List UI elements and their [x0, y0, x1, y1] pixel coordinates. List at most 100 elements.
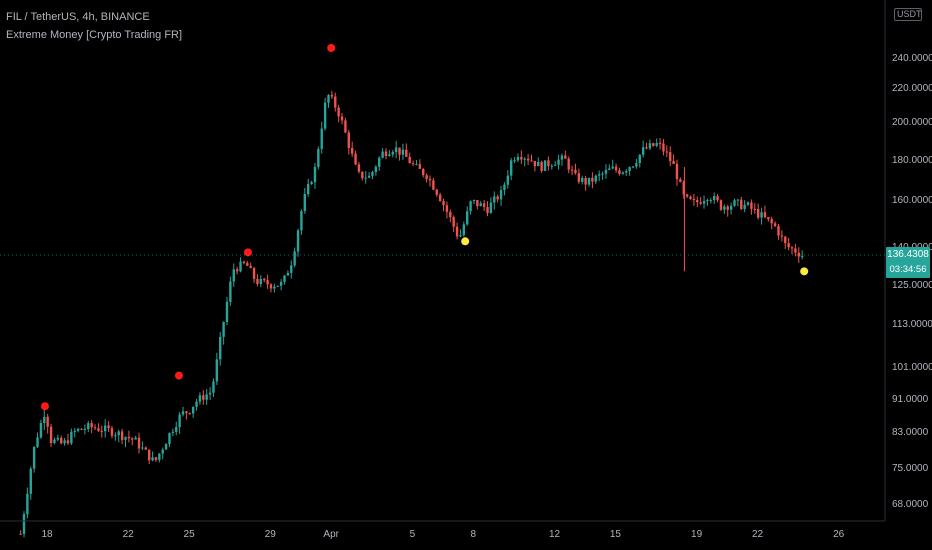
candle-up: [232, 269, 235, 282]
candle-up: [134, 437, 137, 440]
candle-down: [777, 226, 780, 236]
candle-down: [354, 153, 357, 165]
currency-badge[interactable]: USDT: [894, 8, 922, 21]
candle-up: [168, 433, 171, 445]
candle-up: [587, 177, 591, 185]
candle-up: [164, 444, 168, 450]
candle-down: [432, 180, 435, 190]
indicator-title[interactable]: Extreme Money [Crypto Trading FR]: [6, 29, 183, 41]
candle-up: [466, 211, 469, 225]
candle-down: [361, 171, 364, 179]
candle-up: [472, 199, 476, 202]
candle-down: [564, 155, 567, 159]
time-axis-label: 19: [691, 529, 703, 540]
candle-up: [215, 359, 219, 382]
sell-signal-dot: [327, 44, 336, 52]
candle-up: [800, 255, 804, 257]
candle-down: [49, 426, 53, 443]
candle-down: [790, 247, 794, 249]
candle-up: [198, 395, 202, 402]
candle-up: [736, 199, 740, 201]
candle-down: [645, 147, 648, 149]
candle-down: [685, 194, 689, 197]
candle-up: [313, 166, 317, 183]
price-axis-label: 160.0000: [892, 195, 932, 206]
candle-down: [442, 201, 445, 206]
candle-up: [103, 425, 107, 432]
candle-up: [273, 286, 276, 289]
price-axis[interactable]: 240.0000 220.0000 200.0000 180.0000 160.0000…: [892, 53, 932, 510]
candle-down: [445, 205, 449, 212]
candle-up: [499, 190, 503, 200]
candle-up: [306, 183, 310, 195]
candle-up: [195, 401, 198, 407]
candle-up: [286, 272, 290, 276]
candle-up: [63, 440, 66, 444]
sell-signal-dot: [40, 402, 49, 411]
candle-down: [767, 217, 770, 220]
candle-up: [219, 336, 222, 360]
candle-down: [127, 437, 131, 439]
candle-down: [435, 189, 438, 195]
candle-up: [158, 453, 161, 460]
candle-down: [773, 223, 777, 227]
candle-up: [26, 493, 29, 515]
candle-up: [364, 177, 367, 179]
candle-up: [175, 427, 178, 432]
last-price-tag: 136.4308 03:34:56: [886, 247, 930, 278]
candle-up: [459, 235, 462, 237]
candle-up: [611, 166, 614, 169]
candle-up: [56, 437, 60, 440]
candle-up: [124, 437, 127, 440]
candle-down: [256, 278, 259, 284]
candle-up: [729, 205, 733, 210]
candle-up: [594, 175, 597, 182]
candle-down: [662, 143, 665, 152]
candle-down: [547, 160, 550, 167]
candle-up: [537, 161, 540, 167]
candle-up: [367, 175, 371, 178]
candle-up: [388, 154, 391, 157]
candle-up: [635, 163, 638, 167]
candle-down: [202, 395, 205, 400]
candle-down: [266, 280, 269, 285]
time-axis-label: 8: [471, 529, 477, 540]
candle-up: [283, 275, 286, 282]
candle-down: [110, 428, 114, 436]
candle-down: [252, 268, 256, 279]
candle-up: [378, 157, 381, 167]
candle-up: [509, 160, 513, 176]
candle-up: [73, 430, 76, 432]
time-axis-label: 12: [549, 529, 561, 540]
candle-up: [76, 428, 80, 431]
candle-up: [43, 416, 46, 424]
candle-up: [70, 431, 73, 444]
candle-down: [591, 177, 594, 182]
candle-up: [503, 184, 506, 191]
price-axis-label: 83.0000: [892, 427, 929, 438]
candle-down: [418, 164, 422, 169]
candle-up: [581, 178, 584, 182]
candle-down: [357, 164, 361, 172]
price-axis-label: 180.0000: [892, 155, 932, 166]
candle-down: [246, 263, 249, 266]
candle-up: [117, 431, 120, 436]
candle-down: [763, 212, 767, 218]
candle-up: [239, 261, 242, 272]
candle-down: [526, 158, 530, 161]
candle-up: [171, 431, 175, 434]
candle-down: [699, 202, 702, 204]
candle-up: [604, 169, 608, 174]
candle-down: [344, 120, 347, 133]
candle-up: [87, 423, 90, 430]
time-axis[interactable]: 18 22 25 29 Apr 5 8 12 15 19 22 26: [41, 529, 844, 540]
candle-down: [486, 206, 489, 214]
candle-down: [337, 107, 340, 117]
candle-up: [191, 406, 195, 414]
candle-down: [154, 457, 158, 460]
candle-down: [689, 196, 692, 199]
candle-down: [614, 166, 618, 171]
candle-up: [327, 95, 330, 103]
last-price-value: 136.4308: [887, 249, 929, 260]
